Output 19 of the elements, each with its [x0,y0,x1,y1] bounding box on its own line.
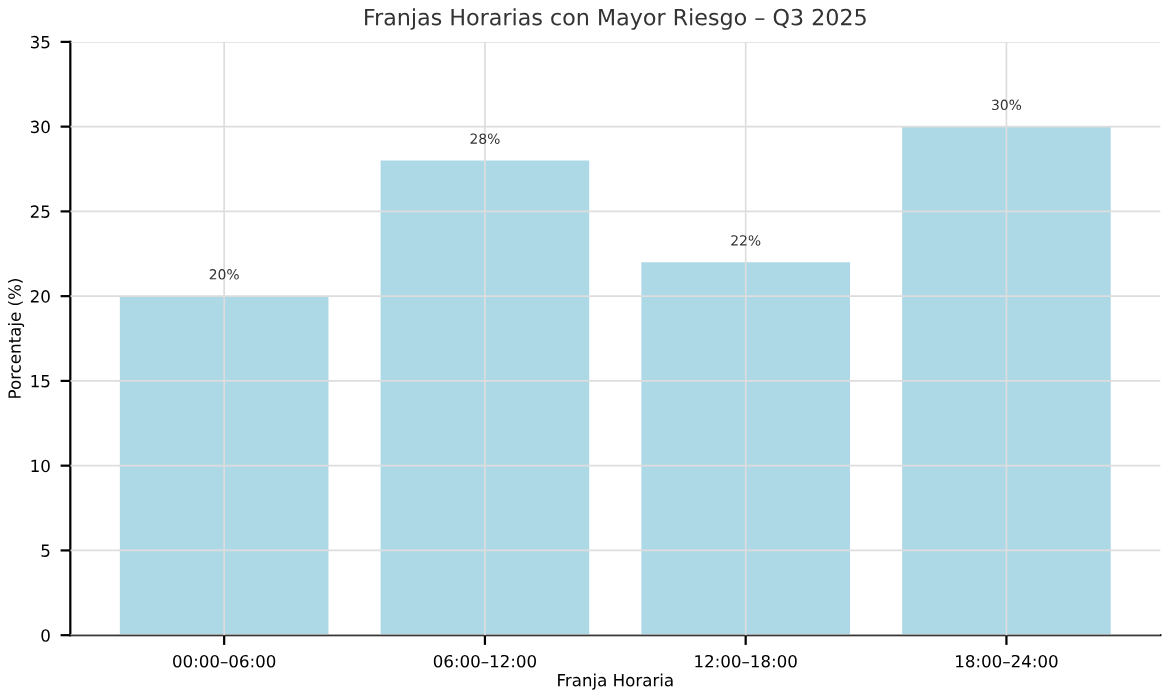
x-tick-label: 00:00–06:00 [173,654,276,668]
y-tick-label: 15 [31,375,50,388]
x-axis-title: Franja Horaria [558,673,673,690]
bar [641,262,850,636]
x-tick-label: 18:00–24:00 [956,654,1058,668]
x-tick-label: 06:00–12:00 [433,654,537,668]
y-tick-label: 20 [30,290,50,303]
x-tick-label: 12:00–18:00 [695,654,797,668]
bar [119,296,329,636]
y-axis-title: Porcentaje (%) [7,279,25,398]
y-tick-label: 0 [41,629,50,642]
y-tick-label: 30 [30,120,50,134]
y-tick-label: 10 [31,459,50,473]
y-tick-label: 5 [41,544,50,557]
chart-title: Franjas Horarias con Mayor Riesgo – Q3 2025 [365,8,866,30]
y-tick-label: 25 [30,205,50,218]
bar [380,160,590,636]
y-tick-label: 35 [30,35,50,49]
bar [902,126,1111,636]
